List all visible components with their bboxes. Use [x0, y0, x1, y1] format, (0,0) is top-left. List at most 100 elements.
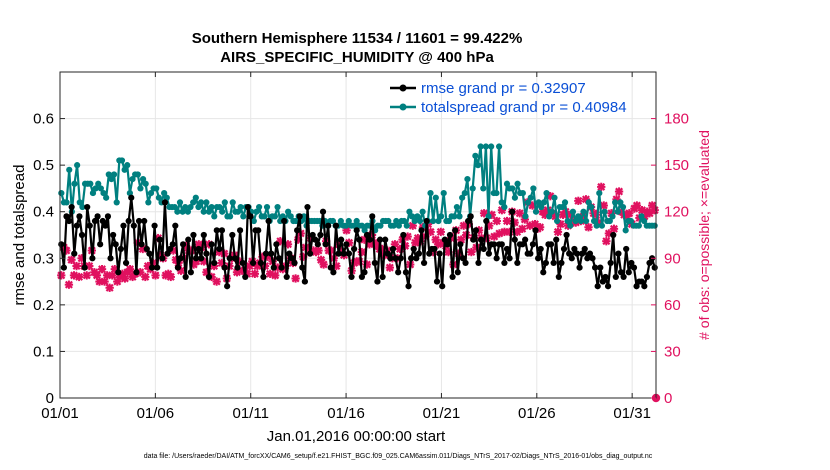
rmse-point: [529, 241, 537, 248]
rmse-point: [402, 269, 410, 276]
rmse-point: [542, 259, 549, 267]
totalspread-point: [498, 199, 505, 206]
totalspread-point: [485, 213, 492, 220]
obs-evaluated-point: [166, 272, 175, 282]
obs-evaluated-point: [436, 227, 445, 237]
rmse-point: [268, 250, 275, 257]
totalspread-point: [511, 194, 519, 201]
obs-evaluated-point: [609, 224, 619, 233]
rmse-point: [452, 227, 459, 234]
y-right-tick-label: 180: [664, 111, 689, 128]
rmse-point: [405, 283, 412, 290]
rmse-point: [436, 250, 443, 257]
rmse-point: [286, 250, 293, 257]
rmse-point: [229, 231, 236, 239]
rmse-point: [446, 231, 454, 239]
totalspread-point: [538, 203, 545, 211]
rmse-point: [125, 217, 132, 225]
rmse-point: [353, 227, 360, 234]
rmse-point: [384, 250, 391, 257]
rmse-point: [566, 250, 573, 257]
rmse-point: [122, 259, 130, 267]
rmse-point: [623, 245, 630, 253]
rmse-point: [589, 255, 596, 262]
totalspread-point: [182, 203, 189, 211]
rmse-point: [348, 273, 355, 281]
rmse-point: [164, 250, 171, 257]
totalspread-point: [543, 189, 550, 197]
obs-evaluated-point: [105, 283, 114, 292]
y-tick-label: 0.2: [33, 297, 54, 314]
totalspread-point: [546, 213, 553, 220]
rmse-point: [94, 213, 101, 220]
rmse-point: [216, 245, 223, 253]
totalspread-point: [329, 217, 337, 225]
totalspread-point: [569, 208, 577, 215]
rmse-point: [172, 222, 179, 229]
rmse-point: [351, 245, 358, 253]
rmse-point: [483, 217, 490, 225]
rmse-point: [643, 273, 651, 281]
totalspread-point: [461, 189, 468, 197]
rmse-point: [327, 264, 334, 271]
totalspread-point: [530, 185, 537, 192]
totalspread-point: [561, 199, 569, 206]
rmse-point: [218, 227, 226, 234]
obs-evaluated-point: [602, 237, 611, 246]
obs-evaluated-point: [385, 263, 394, 272]
totalspread-point: [184, 208, 192, 215]
totalspread-point: [200, 208, 207, 215]
rmse-point: [192, 255, 200, 262]
totalspread-point: [234, 208, 242, 215]
rmse-point: [283, 273, 290, 281]
totalspread-point: [361, 227, 368, 234]
totalspread-point: [221, 199, 228, 206]
rmse-point: [270, 264, 277, 271]
rmse-point: [260, 273, 267, 281]
rmse-point: [89, 255, 96, 262]
legend-totalspread-marker: [399, 103, 407, 111]
rmse-point: [299, 264, 306, 271]
totalspread-point: [137, 185, 144, 192]
rmse-point: [211, 259, 218, 267]
y-right-tick-label: 0: [664, 390, 672, 407]
rmse-point: [514, 259, 521, 267]
rmse-point: [457, 241, 464, 248]
totalspread-point: [451, 213, 458, 220]
rmse-point: [296, 213, 303, 220]
totalspread-point: [192, 194, 199, 201]
totalspread-point: [598, 222, 606, 229]
rmse-point: [200, 231, 207, 239]
totalspread-point: [250, 217, 257, 225]
plot-frame: [59, 71, 657, 399]
rmse-point: [408, 255, 415, 262]
rmse-point: [86, 222, 93, 229]
chart-subtitle: AIRS_SPECIFIC_HUMIDITY @ 400 hPa: [220, 49, 494, 66]
rmse-point: [84, 203, 91, 211]
rmse-point: [128, 194, 135, 201]
rmse-point: [454, 269, 461, 276]
rmse-point: [573, 250, 581, 257]
rmse-point: [301, 278, 308, 285]
totalspread-point: [627, 217, 635, 225]
rmse-point: [63, 213, 70, 220]
totalspread-point: [437, 213, 445, 220]
totalspread-point: [134, 171, 141, 178]
totalspread-point: [524, 199, 532, 206]
rmse-point: [141, 217, 148, 225]
obs-evaluated-point: [212, 277, 221, 286]
totalspread-point: [71, 180, 78, 187]
totalspread-point: [509, 185, 516, 192]
totalspread-point: [567, 222, 574, 229]
totalspread-point: [74, 162, 81, 169]
totalspread-point: [129, 176, 136, 183]
rmse-point: [340, 250, 347, 257]
rmse-point: [462, 259, 469, 267]
obs-evaluated-point: [553, 227, 563, 237]
totalspread-point: [612, 199, 619, 206]
totalspread-point: [464, 176, 471, 183]
rmse-point: [294, 227, 301, 234]
rmse-point: [107, 255, 114, 262]
obs-evaluated-point: [57, 271, 66, 280]
rmse-point: [317, 231, 324, 239]
